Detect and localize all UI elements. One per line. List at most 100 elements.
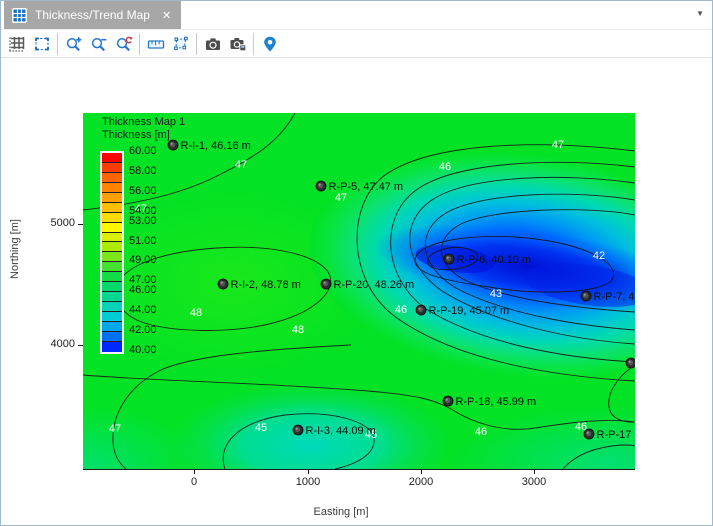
zoom-out-button[interactable]: [86, 32, 111, 56]
legend-color-band: [102, 153, 122, 163]
legend-units: Thickness [m]: [102, 129, 170, 141]
ruler-button[interactable]: [143, 32, 168, 56]
measure-area-icon: [172, 35, 190, 53]
legend-color-band: [102, 172, 122, 183]
contour-value-label: 47: [335, 192, 347, 204]
well-label: R-I-1, 46.16 m: [181, 140, 251, 152]
legend-tick-label: 49.00: [129, 254, 157, 267]
x-tick-label: 2000: [408, 476, 434, 488]
legend-color-band: [102, 312, 122, 322]
snapshot-save-button[interactable]: [225, 32, 250, 56]
well-label: R-P-18, 45.99 m: [456, 396, 537, 408]
legend-tick-label: 58.00: [129, 164, 157, 177]
legend-tick-label: 51.00: [129, 234, 157, 247]
legend-color-band: [102, 331, 122, 342]
tab-overflow-icon[interactable]: ▼: [696, 9, 704, 18]
y-tick-label: 4000: [50, 338, 75, 350]
toolbar: [1, 29, 712, 58]
location-pin-button[interactable]: [257, 32, 282, 56]
contour-value-label: 46: [575, 421, 587, 433]
contour-value-label: 48: [292, 324, 304, 336]
y-axis-title: Northing [m]: [9, 219, 21, 279]
map-view: 47 47 47 46 47 42 48 48 46 43 45 45 46 46 47 R-I-1, 46…: [1, 58, 712, 525]
legend-tick-label: 56.00: [129, 184, 157, 197]
x-tick-label: 0: [190, 476, 198, 488]
well-label: R-P-7, 4: [594, 291, 635, 303]
legend-tick-label: 46.00: [129, 284, 157, 297]
well-R-P-18[interactable]: R-P-18, 45.99 m: [442, 395, 537, 408]
thickness-map-canvas[interactable]: 47 47 47 46 47 42 48 48 46 43 45 45 46 46 47 R-I-1, 46…: [83, 113, 635, 469]
tab-thickness-trend-map[interactable]: Thickness/Trend Map ✕: [4, 1, 182, 29]
legend-tick-label: 42.00: [129, 324, 157, 337]
well-R-P-5[interactable]: R-P-5, 47.47 m: [315, 180, 403, 193]
well-marker[interactable]: [625, 357, 635, 369]
well-label: R-P-6, 40.10 m: [457, 254, 532, 266]
camera-save-icon: [229, 35, 247, 53]
toolbar-separator: [253, 32, 254, 55]
legend-colorbar: [100, 151, 124, 354]
legend-color-band: [102, 321, 122, 332]
well-markers: R-I-1, 46.16 m R-P-5, 47.47 m R-I-2, 48.78…: [167, 139, 635, 441]
well-R-I-1[interactable]: R-I-1, 46.16 m: [167, 139, 251, 152]
well-R-P-7[interactable]: R-P-7, 4: [580, 290, 635, 303]
legend-color-band: [102, 242, 122, 253]
contour-lines: [83, 113, 635, 469]
legend-color-band: [102, 182, 122, 193]
legend-tick-label: 53.00: [129, 214, 157, 227]
legend-color-band: [102, 302, 122, 312]
contour-labels: 47 47 47 46 47 42 48 48 46 43 45 45 46 46 47: [109, 139, 605, 441]
well-R-I-3[interactable]: R-I-3, 44.09 m: [292, 424, 376, 437]
legend-color-band: [102, 202, 122, 213]
legend-color-band: [102, 162, 122, 173]
contour-value-label: 43: [490, 288, 502, 300]
well-label: R-I-3, 44.09 m: [306, 425, 376, 437]
contour-value-label: 47: [109, 423, 121, 435]
legend-color-band: [102, 262, 122, 273]
zoom-extents-icon: [33, 35, 51, 53]
legend-color-band: [102, 341, 122, 352]
contour-value-label: 47: [135, 203, 147, 215]
x-tick-mark: [421, 470, 422, 474]
contour-value-label: 42: [593, 250, 605, 262]
x-tick-mark: [194, 470, 195, 474]
zoom-in-icon: [65, 35, 83, 53]
snapshot-button[interactable]: [200, 32, 225, 56]
well-label: R-I-2, 48.78 m: [231, 279, 301, 291]
y-tick-mark: [78, 224, 83, 225]
toolbar-separator: [57, 32, 58, 55]
legend-title: Thickness Map 1: [102, 116, 186, 128]
x-axis-title: Easting [m]: [313, 506, 369, 518]
well-R-P-17[interactable]: R-P-17: [583, 428, 632, 441]
tab-close-icon[interactable]: ✕: [161, 9, 172, 22]
thickness-color-field: [83, 113, 635, 469]
well-R-P-19[interactable]: R-P-19, 45.07 m: [415, 304, 509, 317]
toolbar-separator: [196, 32, 197, 55]
legend-color-band: [102, 222, 122, 233]
contour-value-label: 46: [439, 161, 451, 173]
well-R-P-6[interactable]: R-P-6, 40.10 m: [443, 253, 532, 266]
legend-color-band: [102, 292, 122, 303]
map-grid-icon: [12, 7, 27, 23]
zoom-reset-button[interactable]: [111, 32, 136, 56]
zoom-in-button[interactable]: [61, 32, 86, 56]
x-tick-mark: [308, 470, 309, 474]
tab-bar: Thickness/Trend Map ✕ ▼: [1, 1, 712, 29]
ruler-icon: [147, 35, 165, 53]
well-R-P-20[interactable]: R-P-20, 48.26 m: [320, 278, 414, 291]
zoom-extents-button[interactable]: [29, 32, 54, 56]
zoom-reset-icon: [115, 35, 133, 53]
legend-color-band: [102, 232, 122, 243]
camera-icon: [204, 35, 222, 53]
tab-title: Thickness/Trend Map: [35, 8, 150, 22]
contour-value-label: 47: [235, 159, 247, 171]
contour-value-label: 47: [552, 139, 564, 151]
measure-area-button[interactable]: [168, 32, 193, 56]
well-label: R-P-17: [597, 429, 632, 441]
contour-value-label: 48: [190, 307, 202, 319]
legend-tick-label: 44.00: [129, 304, 157, 317]
grid-toggle-button[interactable]: [4, 32, 29, 56]
x-tick-label: 3000: [521, 476, 547, 488]
legend-tick-label: 54.00: [129, 204, 157, 217]
well-R-I-2[interactable]: R-I-2, 48.78 m: [217, 278, 301, 291]
